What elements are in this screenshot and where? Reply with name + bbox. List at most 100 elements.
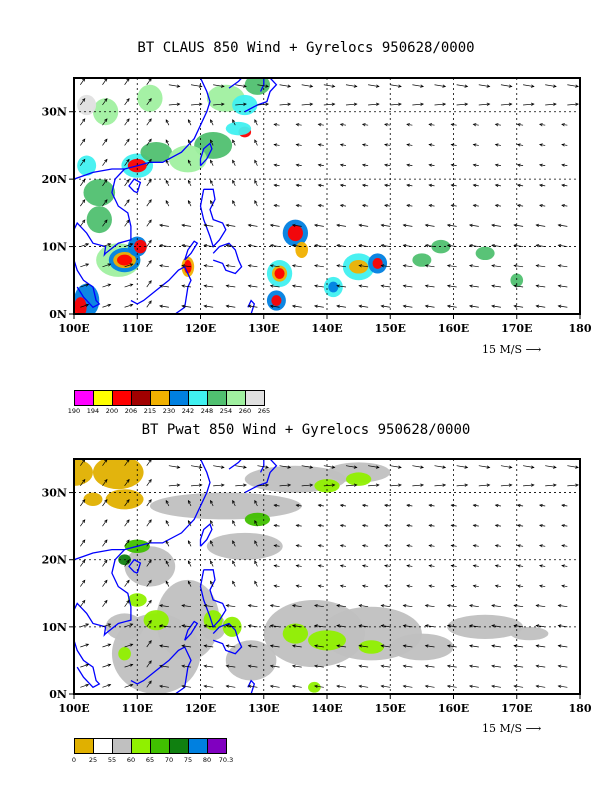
wind-arrow bbox=[279, 103, 291, 106]
wind-arrow bbox=[187, 160, 192, 166]
wind-arrow bbox=[210, 160, 214, 166]
colorbar-label: 260 bbox=[238, 407, 252, 415]
wind-arrowhead bbox=[126, 98, 130, 102]
wind-arrowhead bbox=[494, 183, 499, 188]
wind-arrowhead bbox=[203, 284, 208, 288]
wind-arrow bbox=[80, 304, 89, 308]
wind-arrowhead bbox=[406, 143, 410, 147]
wind-arrow bbox=[340, 144, 347, 146]
wind-arrowhead bbox=[535, 264, 540, 268]
bottom-colorbar bbox=[74, 738, 227, 754]
field-blob bbox=[117, 254, 133, 266]
wind-arrowhead bbox=[353, 102, 358, 106]
wind-arrowhead bbox=[247, 284, 252, 288]
wind-arrowhead bbox=[187, 199, 191, 204]
wind-arrowhead bbox=[232, 179, 236, 184]
wind-arrow bbox=[314, 244, 324, 247]
wind-arrowhead bbox=[380, 223, 385, 227]
colorbar-label: 230 bbox=[162, 407, 176, 415]
wind-arrowhead bbox=[491, 304, 495, 308]
wind-arrowhead bbox=[402, 264, 407, 268]
wind-arrowhead bbox=[295, 163, 300, 167]
wind-arrow bbox=[80, 159, 86, 166]
wind-arrow bbox=[314, 265, 324, 268]
wind-arrowhead bbox=[384, 123, 388, 127]
wind-arrow bbox=[447, 224, 457, 227]
wind-arrowhead bbox=[353, 84, 358, 88]
wind-arrow bbox=[165, 200, 170, 207]
coastline bbox=[74, 78, 211, 180]
colorbar-label: 242 bbox=[181, 407, 195, 415]
wind-arrow bbox=[491, 285, 501, 288]
wind-arrowhead bbox=[85, 283, 90, 287]
coastline bbox=[128, 178, 142, 194]
wind-arrow bbox=[425, 244, 435, 247]
wind-arrowhead bbox=[380, 264, 385, 268]
wind-arrowhead bbox=[291, 304, 296, 308]
wind-arrowhead bbox=[129, 283, 134, 287]
wind-arrow bbox=[434, 103, 446, 106]
wind-arrow bbox=[403, 305, 413, 308]
wind-arrow bbox=[213, 103, 224, 106]
wind-arrowhead bbox=[187, 119, 191, 123]
colorbar-label: 60 bbox=[126, 756, 136, 764]
wind-arrow bbox=[536, 285, 546, 288]
wind-arrowhead bbox=[232, 159, 236, 164]
wind-arrow bbox=[336, 224, 347, 227]
x-tick-label: 120E bbox=[185, 322, 216, 335]
wind-arrow bbox=[210, 139, 214, 146]
wind-arrow bbox=[146, 78, 152, 85]
wind-arrowhead bbox=[358, 264, 363, 268]
wind-arrowhead bbox=[516, 123, 521, 127]
wind-arrowhead bbox=[165, 139, 169, 144]
wind-arrowhead bbox=[442, 84, 447, 88]
wind-arrowhead bbox=[472, 163, 477, 167]
wind-arrow bbox=[210, 200, 214, 207]
wind-arrowhead bbox=[450, 163, 455, 167]
wind-arrow bbox=[270, 244, 280, 247]
wind-arrow bbox=[102, 219, 108, 227]
wind-arrowhead bbox=[384, 163, 388, 167]
wind-arrow bbox=[447, 305, 457, 308]
wind-arrow bbox=[469, 285, 479, 288]
wind-arrowhead bbox=[148, 300, 152, 304]
wind-arrowhead bbox=[82, 199, 86, 203]
wind-arrow bbox=[384, 184, 391, 187]
wind-arrowhead bbox=[380, 243, 385, 248]
wind-arrow bbox=[517, 204, 524, 207]
wind-arrow bbox=[314, 224, 324, 227]
wind-arrowhead bbox=[358, 304, 363, 308]
wind-arrowhead bbox=[126, 118, 130, 122]
wind-arrowhead bbox=[82, 118, 86, 122]
wind-arrow bbox=[254, 160, 258, 166]
wind-arrow bbox=[469, 224, 479, 227]
x-tick-label: 180 bbox=[569, 322, 592, 335]
wind-arrowhead bbox=[361, 123, 366, 127]
wind-arrow bbox=[429, 164, 435, 167]
wind-arrow bbox=[124, 78, 130, 85]
wind-arrow bbox=[403, 224, 413, 227]
field-blob bbox=[328, 281, 339, 293]
wind-arrow bbox=[536, 224, 546, 227]
wind-arrowhead bbox=[104, 158, 108, 163]
wind-arrowhead bbox=[508, 84, 513, 88]
colorbar-label: 215 bbox=[143, 407, 157, 415]
wind-arrow bbox=[168, 103, 180, 106]
wind-arrowhead bbox=[287, 102, 292, 106]
wind-arrow bbox=[80, 283, 89, 288]
wind-arrowhead bbox=[317, 204, 322, 208]
wind-arrowhead bbox=[85, 243, 90, 247]
wind-arrowhead bbox=[126, 178, 130, 183]
wind-arrowhead bbox=[575, 84, 579, 88]
wind-arrow bbox=[102, 118, 108, 126]
wind-arrow bbox=[274, 164, 280, 167]
wind-arrow bbox=[181, 305, 192, 308]
wind-arrow bbox=[274, 123, 280, 126]
wind-arrow bbox=[226, 244, 236, 247]
wind-arrow bbox=[514, 244, 524, 247]
wind-arrow bbox=[232, 139, 236, 146]
wind-arrow bbox=[523, 103, 534, 106]
wind-arrowhead bbox=[402, 284, 407, 288]
wind-arrow bbox=[517, 144, 524, 146]
